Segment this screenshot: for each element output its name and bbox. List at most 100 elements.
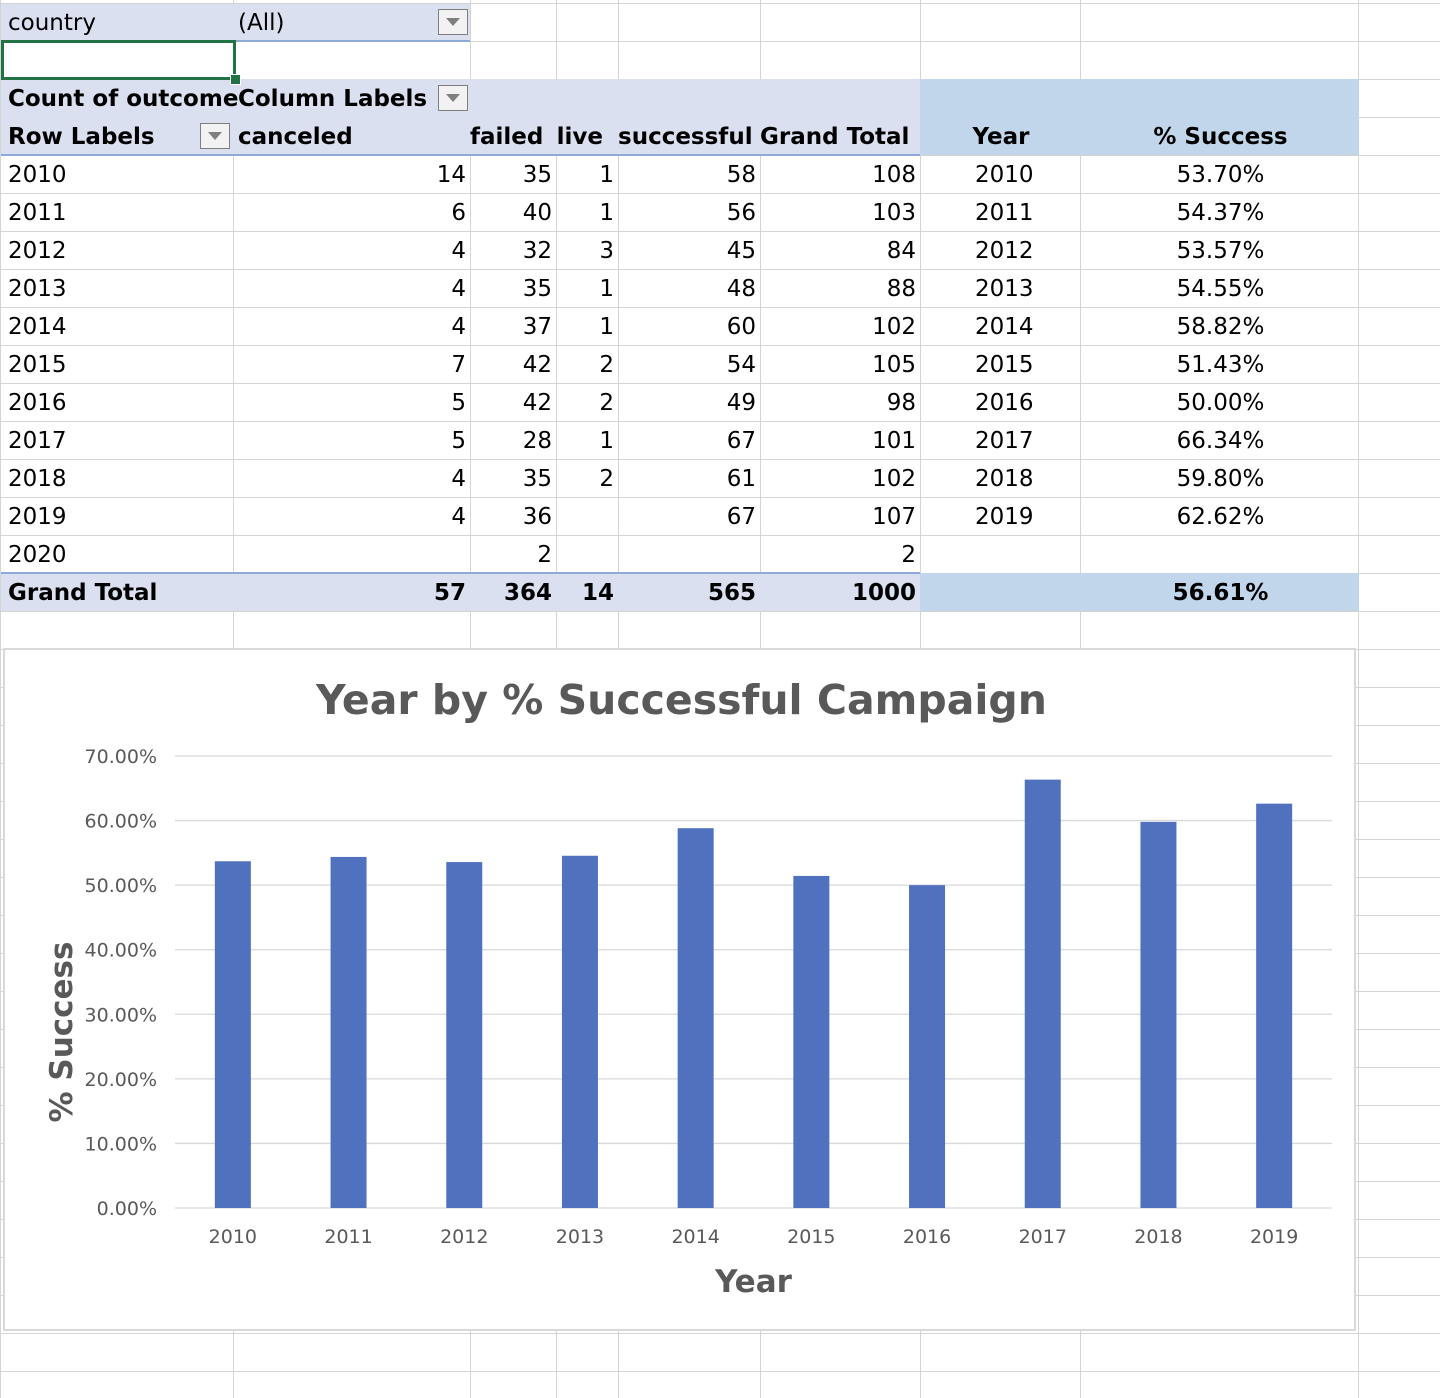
row-year: 2013 bbox=[8, 276, 67, 302]
cell-successful: 56 bbox=[726, 200, 756, 226]
grand-total-successful: 565 bbox=[707, 580, 756, 606]
cell-total: 98 bbox=[886, 390, 916, 416]
bar-2016 bbox=[909, 885, 946, 1208]
success-row-pct: 59.80% bbox=[1176, 466, 1265, 492]
cell-total: 107 bbox=[872, 504, 916, 530]
cell-canceled: 4 bbox=[451, 504, 466, 530]
success-total-band bbox=[920, 573, 1359, 611]
y-tick-label: 30.00% bbox=[85, 1004, 157, 1026]
cell-total: 105 bbox=[872, 352, 916, 378]
cell-live: 3 bbox=[599, 238, 614, 264]
cell-canceled: 5 bbox=[451, 428, 466, 454]
row-year: 2019 bbox=[8, 504, 67, 530]
column-header-canceled: canceled bbox=[238, 124, 353, 150]
bar-2011 bbox=[330, 856, 367, 1208]
chart-title: Year by % Successful Campaign bbox=[316, 676, 1047, 724]
row-labels-dropdown-button[interactable] bbox=[200, 123, 230, 149]
column-header-live: live bbox=[556, 124, 603, 150]
cell-failed: 42 bbox=[522, 390, 552, 416]
cell-total: 103 bbox=[872, 200, 916, 226]
y-tick-label: 0.00% bbox=[97, 1198, 157, 1220]
success-pct-header: % Success bbox=[1153, 124, 1288, 150]
chevron-down-icon bbox=[446, 18, 460, 26]
row-year: 2016 bbox=[8, 390, 67, 416]
cell-failed: 2 bbox=[537, 542, 552, 568]
cell-successful: 48 bbox=[726, 276, 756, 302]
row-year: 2010 bbox=[8, 162, 67, 188]
success-row-year: 2019 bbox=[975, 504, 1034, 530]
cell-canceled: 4 bbox=[451, 466, 466, 492]
column-labels-caption: Column Labels bbox=[238, 86, 428, 112]
fill-handle[interactable] bbox=[230, 74, 241, 85]
value-field-caption: Count of outcome bbox=[8, 86, 239, 112]
row-year: 2015 bbox=[8, 352, 67, 378]
cell-live: 2 bbox=[599, 466, 614, 492]
success-overall: 56.61% bbox=[1172, 580, 1269, 606]
cell-live: 1 bbox=[599, 314, 614, 340]
row-year: 2018 bbox=[8, 466, 67, 492]
bar-2012 bbox=[446, 862, 483, 1208]
row-year: 2012 bbox=[8, 238, 67, 264]
cell-successful: 67 bbox=[726, 504, 756, 530]
cell-total: 102 bbox=[872, 466, 916, 492]
filter-band bbox=[1, 4, 470, 41]
bar-2014 bbox=[677, 828, 714, 1208]
row-year: 2014 bbox=[8, 314, 67, 340]
success-row-pct: 54.55% bbox=[1176, 276, 1265, 302]
x-axis-title: Year bbox=[714, 1264, 793, 1300]
cell-total: 88 bbox=[886, 276, 916, 302]
y-tick-label: 60.00% bbox=[85, 811, 157, 833]
cell-failed: 37 bbox=[522, 314, 552, 340]
active-cell-selection[interactable] bbox=[1, 40, 236, 80]
cell-total: 84 bbox=[886, 238, 916, 264]
cell-live: 2 bbox=[599, 352, 614, 378]
cell-total: 101 bbox=[872, 428, 916, 454]
success-row-year: 2018 bbox=[975, 466, 1034, 492]
country-filter-dropdown-button[interactable] bbox=[438, 9, 468, 35]
success-row-year: 2017 bbox=[975, 428, 1034, 454]
chevron-down-icon bbox=[446, 94, 460, 102]
x-tick-label: 2014 bbox=[671, 1226, 719, 1248]
cell-canceled: 4 bbox=[451, 314, 466, 340]
bar-2019 bbox=[1256, 803, 1293, 1208]
success-row-pct: 53.70% bbox=[1176, 162, 1265, 188]
row-labels-caption: Row Labels bbox=[8, 124, 155, 150]
cell-total: 2 bbox=[901, 542, 916, 568]
cell-canceled: 6 bbox=[451, 200, 466, 226]
success-rate-chart[interactable]: Year by % Successful Campaign 0.00% 10.00… bbox=[3, 648, 1356, 1331]
cell-successful: 58 bbox=[726, 162, 756, 188]
cell-live: 1 bbox=[599, 428, 614, 454]
bar-2015 bbox=[793, 875, 830, 1208]
success-row-year: 2015 bbox=[975, 352, 1034, 378]
x-tick-label: 2013 bbox=[556, 1226, 604, 1248]
cell-successful bbox=[620, 536, 756, 574]
cell-failed: 35 bbox=[522, 466, 552, 492]
column-header-failed: failed bbox=[470, 124, 544, 150]
success-row-pct: 50.00% bbox=[1176, 390, 1265, 416]
grand-total-label: Grand Total bbox=[8, 580, 158, 606]
success-row-year: 2012 bbox=[975, 238, 1034, 264]
y-tick-label: 10.00% bbox=[85, 1133, 157, 1155]
cell-canceled bbox=[400, 536, 466, 574]
cell-failed: 40 bbox=[522, 200, 552, 226]
cell-failed: 35 bbox=[522, 162, 552, 188]
success-row-year: 2014 bbox=[975, 314, 1034, 340]
cell-canceled: 4 bbox=[451, 276, 466, 302]
x-tick-label: 2012 bbox=[440, 1226, 488, 1248]
y-axis-title: % Success bbox=[44, 942, 80, 1123]
column-labels-dropdown-button[interactable] bbox=[438, 85, 468, 111]
grand-total-band bbox=[1, 573, 920, 611]
filter-value[interactable]: (All) bbox=[238, 10, 285, 36]
grand-total-total: 1000 bbox=[851, 580, 916, 606]
cell-successful: 45 bbox=[726, 238, 756, 264]
grand-total-canceled: 57 bbox=[433, 580, 466, 606]
y-tick-label: 20.00% bbox=[85, 1069, 157, 1091]
bar-2018 bbox=[1140, 821, 1177, 1208]
x-tick-label: 2017 bbox=[1019, 1226, 1067, 1248]
cell-live: 2 bbox=[599, 390, 614, 416]
cell-successful: 54 bbox=[726, 352, 756, 378]
cell-canceled: 14 bbox=[436, 162, 466, 188]
cell-successful: 61 bbox=[726, 466, 756, 492]
y-tick-label: 70.00% bbox=[85, 746, 157, 768]
success-row-year: 2013 bbox=[975, 276, 1034, 302]
